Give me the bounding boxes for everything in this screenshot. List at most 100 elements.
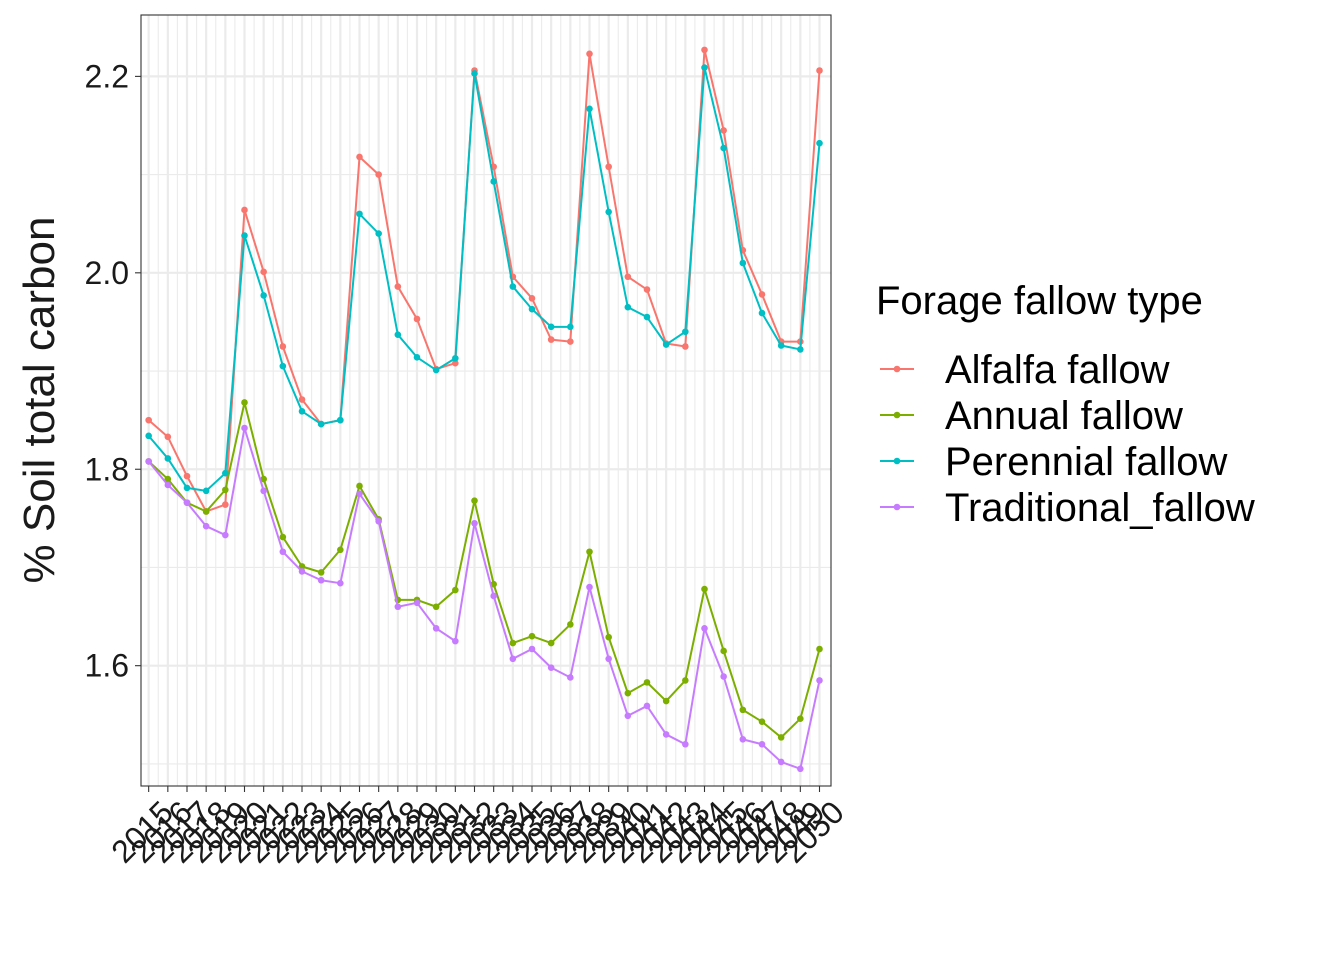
data-point-traditional-fallow xyxy=(624,712,632,720)
data-point-traditional-fallow xyxy=(241,424,248,432)
data-point-traditional-fallow xyxy=(509,655,517,663)
data-point-annual-fallow xyxy=(758,718,766,725)
data-point-perennial-fallow xyxy=(777,342,785,349)
data-point-perennial-fallow xyxy=(375,230,382,237)
data-point-alfalfa-fallow xyxy=(528,295,536,302)
data-point-perennial-fallow xyxy=(260,292,267,299)
data-point-perennial-fallow xyxy=(624,303,632,311)
legend-item-perennial-fallow: Perennial fallow xyxy=(880,440,1227,484)
data-point-traditional-fallow xyxy=(797,765,804,773)
data-point-annual-fallow xyxy=(222,486,229,494)
data-point-annual-fallow xyxy=(739,706,747,714)
data-point-alfalfa-fallow xyxy=(413,315,421,323)
data-point-perennial-fallow xyxy=(682,328,689,336)
data-point-traditional-fallow xyxy=(145,458,152,465)
data-point-traditional-fallow xyxy=(317,576,325,584)
data-point-perennial-fallow xyxy=(797,346,804,353)
data-point-perennial-fallow xyxy=(164,455,172,462)
data-point-perennial-fallow xyxy=(643,313,651,321)
legend-label: Alfalfa fallow xyxy=(945,348,1170,392)
data-point-traditional-fallow xyxy=(279,548,287,556)
data-point-perennial-fallow xyxy=(356,210,363,218)
series-annual-fallow xyxy=(145,399,823,741)
legend-label: Perennial fallow xyxy=(945,440,1227,484)
data-point-traditional-fallow xyxy=(720,673,727,680)
data-point-annual-fallow xyxy=(797,715,804,723)
legend-label: Annual fallow xyxy=(945,394,1183,438)
data-point-perennial-fallow xyxy=(662,341,670,348)
legend-title: Forage fallow type xyxy=(876,279,1203,323)
data-point-perennial-fallow xyxy=(547,323,555,331)
series-line-alfalfa-fallow xyxy=(148,48,821,513)
data-point-traditional-fallow xyxy=(490,592,497,600)
data-point-perennial-fallow xyxy=(337,416,344,424)
series-traditional-fallow xyxy=(145,424,823,773)
data-point-annual-fallow xyxy=(605,633,612,641)
series-perennial-fallow xyxy=(145,64,823,495)
data-point-alfalfa-fallow xyxy=(222,501,229,508)
data-point-perennial-fallow xyxy=(145,432,152,440)
data-point-alfalfa-fallow xyxy=(375,171,382,178)
data-point-perennial-fallow xyxy=(241,232,248,239)
data-point-perennial-fallow xyxy=(605,208,612,216)
data-point-traditional-fallow xyxy=(567,674,574,681)
data-point-annual-fallow xyxy=(662,697,670,705)
series-layer xyxy=(145,46,823,773)
data-point-traditional-fallow xyxy=(777,758,785,766)
legend-label: Traditional_fallow xyxy=(945,486,1255,530)
legend-key-point xyxy=(893,503,901,511)
data-point-alfalfa-fallow xyxy=(643,286,651,293)
x-axis: 2015201620172018201920202021202220232024… xyxy=(104,786,851,870)
legend-key-point xyxy=(893,411,901,419)
series-line-perennial-fallow xyxy=(147,66,821,492)
data-point-annual-fallow xyxy=(682,677,689,684)
data-point-alfalfa-fallow xyxy=(356,153,363,161)
data-point-perennial-fallow xyxy=(567,323,574,331)
data-point-traditional-fallow xyxy=(222,531,229,539)
data-point-alfalfa-fallow xyxy=(145,416,152,424)
data-point-traditional-fallow xyxy=(682,740,689,748)
data-point-traditional-fallow xyxy=(394,603,402,611)
data-point-annual-fallow xyxy=(624,689,632,697)
data-point-alfalfa-fallow xyxy=(241,206,248,214)
data-point-annual-fallow xyxy=(471,497,478,504)
data-point-perennial-fallow xyxy=(279,362,287,370)
data-point-annual-fallow xyxy=(164,475,172,483)
data-point-alfalfa-fallow xyxy=(605,163,612,171)
major-gridlines xyxy=(141,15,831,786)
data-point-annual-fallow xyxy=(777,734,785,741)
data-point-alfalfa-fallow xyxy=(452,359,459,367)
legend-item-annual-fallow: Annual fallow xyxy=(880,394,1183,438)
data-point-perennial-fallow xyxy=(758,309,766,317)
data-point-traditional-fallow xyxy=(643,702,651,710)
data-point-perennial-fallow xyxy=(490,178,497,185)
y-tick-label: 2.0 xyxy=(85,255,129,291)
data-point-traditional-fallow xyxy=(452,637,459,645)
data-point-annual-fallow xyxy=(298,563,306,570)
data-point-annual-fallow xyxy=(432,603,440,611)
data-point-traditional-fallow xyxy=(413,599,421,607)
y-tick-label: 1.8 xyxy=(85,451,129,487)
data-point-annual-fallow xyxy=(241,399,248,406)
data-point-annual-fallow xyxy=(337,546,344,554)
legend-item-traditional-fallow: Traditional_fallow xyxy=(880,486,1255,530)
data-point-traditional-fallow xyxy=(662,731,670,738)
data-point-alfalfa-fallow xyxy=(586,50,593,58)
legend-item-alfalfa-fallow: Alfalfa fallow xyxy=(880,348,1170,392)
data-point-traditional-fallow xyxy=(528,645,536,653)
series-line-annual-fallow xyxy=(147,401,821,739)
data-point-perennial-fallow xyxy=(471,70,478,77)
data-point-perennial-fallow xyxy=(509,283,517,290)
plot-panel-border xyxy=(140,14,832,787)
data-point-alfalfa-fallow xyxy=(758,291,766,298)
data-point-alfalfa-fallow xyxy=(260,268,267,276)
data-point-annual-fallow xyxy=(356,482,363,490)
data-point-traditional-fallow xyxy=(183,499,191,506)
data-point-perennial-fallow xyxy=(701,64,708,71)
data-point-annual-fallow xyxy=(547,639,555,647)
data-point-traditional-fallow xyxy=(298,568,306,575)
data-point-perennial-fallow xyxy=(317,420,325,428)
